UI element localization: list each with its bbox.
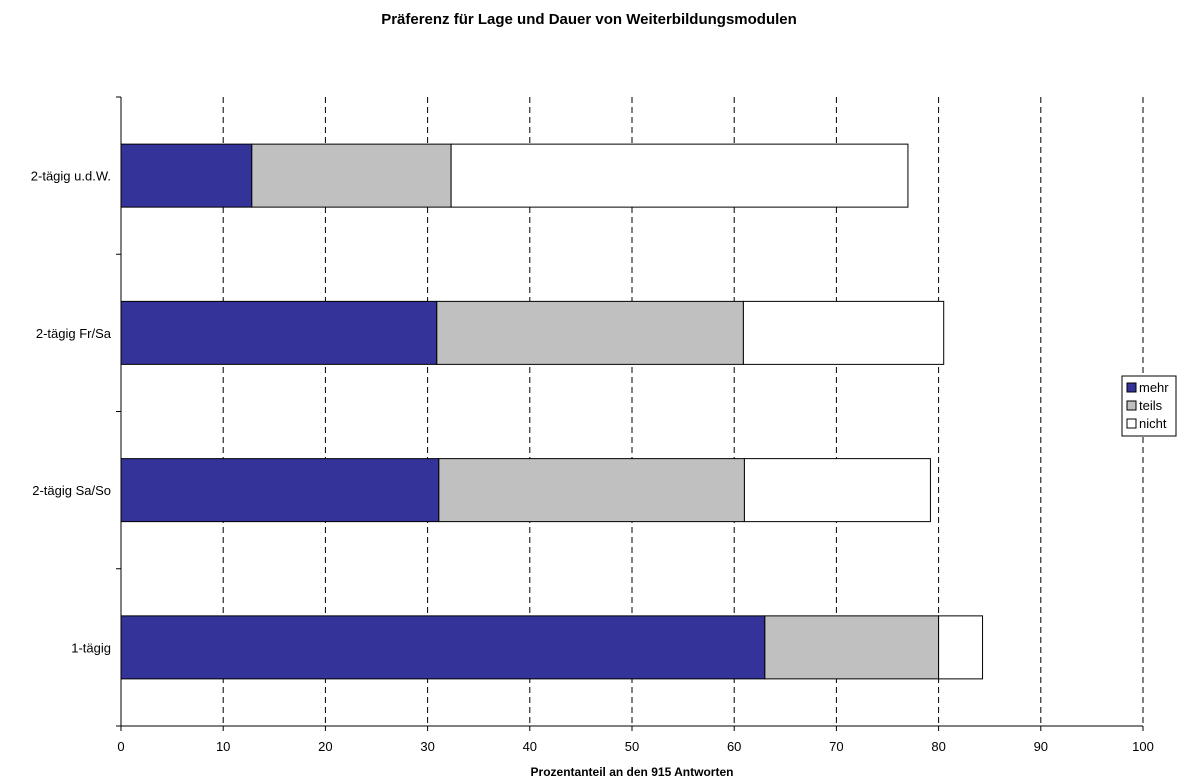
x-tick-label: 30 [420,739,434,754]
x-tick-label: 40 [523,739,537,754]
x-tick-label: 10 [216,739,230,754]
x-tick-label: 60 [727,739,741,754]
bar-segment-mehr [120,615,766,680]
bar-segment-nicht [742,300,945,365]
bar-segment-mehr [120,143,253,208]
bar-segment-teils [764,615,940,680]
bars [120,143,984,680]
bar-segment-mehr [120,458,440,523]
x-tick-label: 0 [117,739,124,754]
y-category-label: 2-tägig Fr/Sa [36,326,112,341]
bar-segment-teils [436,300,744,365]
bar-segment-nicht [743,458,931,523]
y-category-label: 1-tägig [71,640,111,655]
x-tick-label: 70 [829,739,843,754]
x-tick-label: 90 [1034,739,1048,754]
legend-label-teils: teils [1139,398,1163,413]
bar-segment-mehr [120,300,438,365]
bar-segment-teils [438,458,745,523]
x-axis-title: Prozentanteil an den 915 Antworten [531,765,734,779]
bar-segment-nicht [938,615,984,680]
chart-title: Präferenz für Lage und Dauer von Weiterb… [381,11,797,28]
legend: mehr teils nicht [1121,375,1177,437]
legend-swatch-nicht [1126,418,1137,429]
axes [116,96,1144,731]
legend-swatch-mehr [1126,382,1137,393]
tick-labels: 0 10 20 30 40 50 60 70 80 90 100 1-tägig 2-tägig Sa/… [31,169,1154,754]
y-category-label: 2-tägig u.d.W. [31,169,111,184]
legend-label-nicht: nicht [1139,416,1167,431]
legend-label-mehr: mehr [1139,380,1169,395]
bar-segment-nicht [450,143,909,208]
legend-swatch-teils [1126,400,1137,411]
x-tick-label: 80 [931,739,945,754]
x-tick-label: 100 [1132,739,1154,754]
x-tick-label: 20 [318,739,332,754]
x-tick-label: 50 [625,739,639,754]
bar-segment-teils [251,143,452,208]
y-category-label: 2-tägig Sa/So [32,483,111,498]
